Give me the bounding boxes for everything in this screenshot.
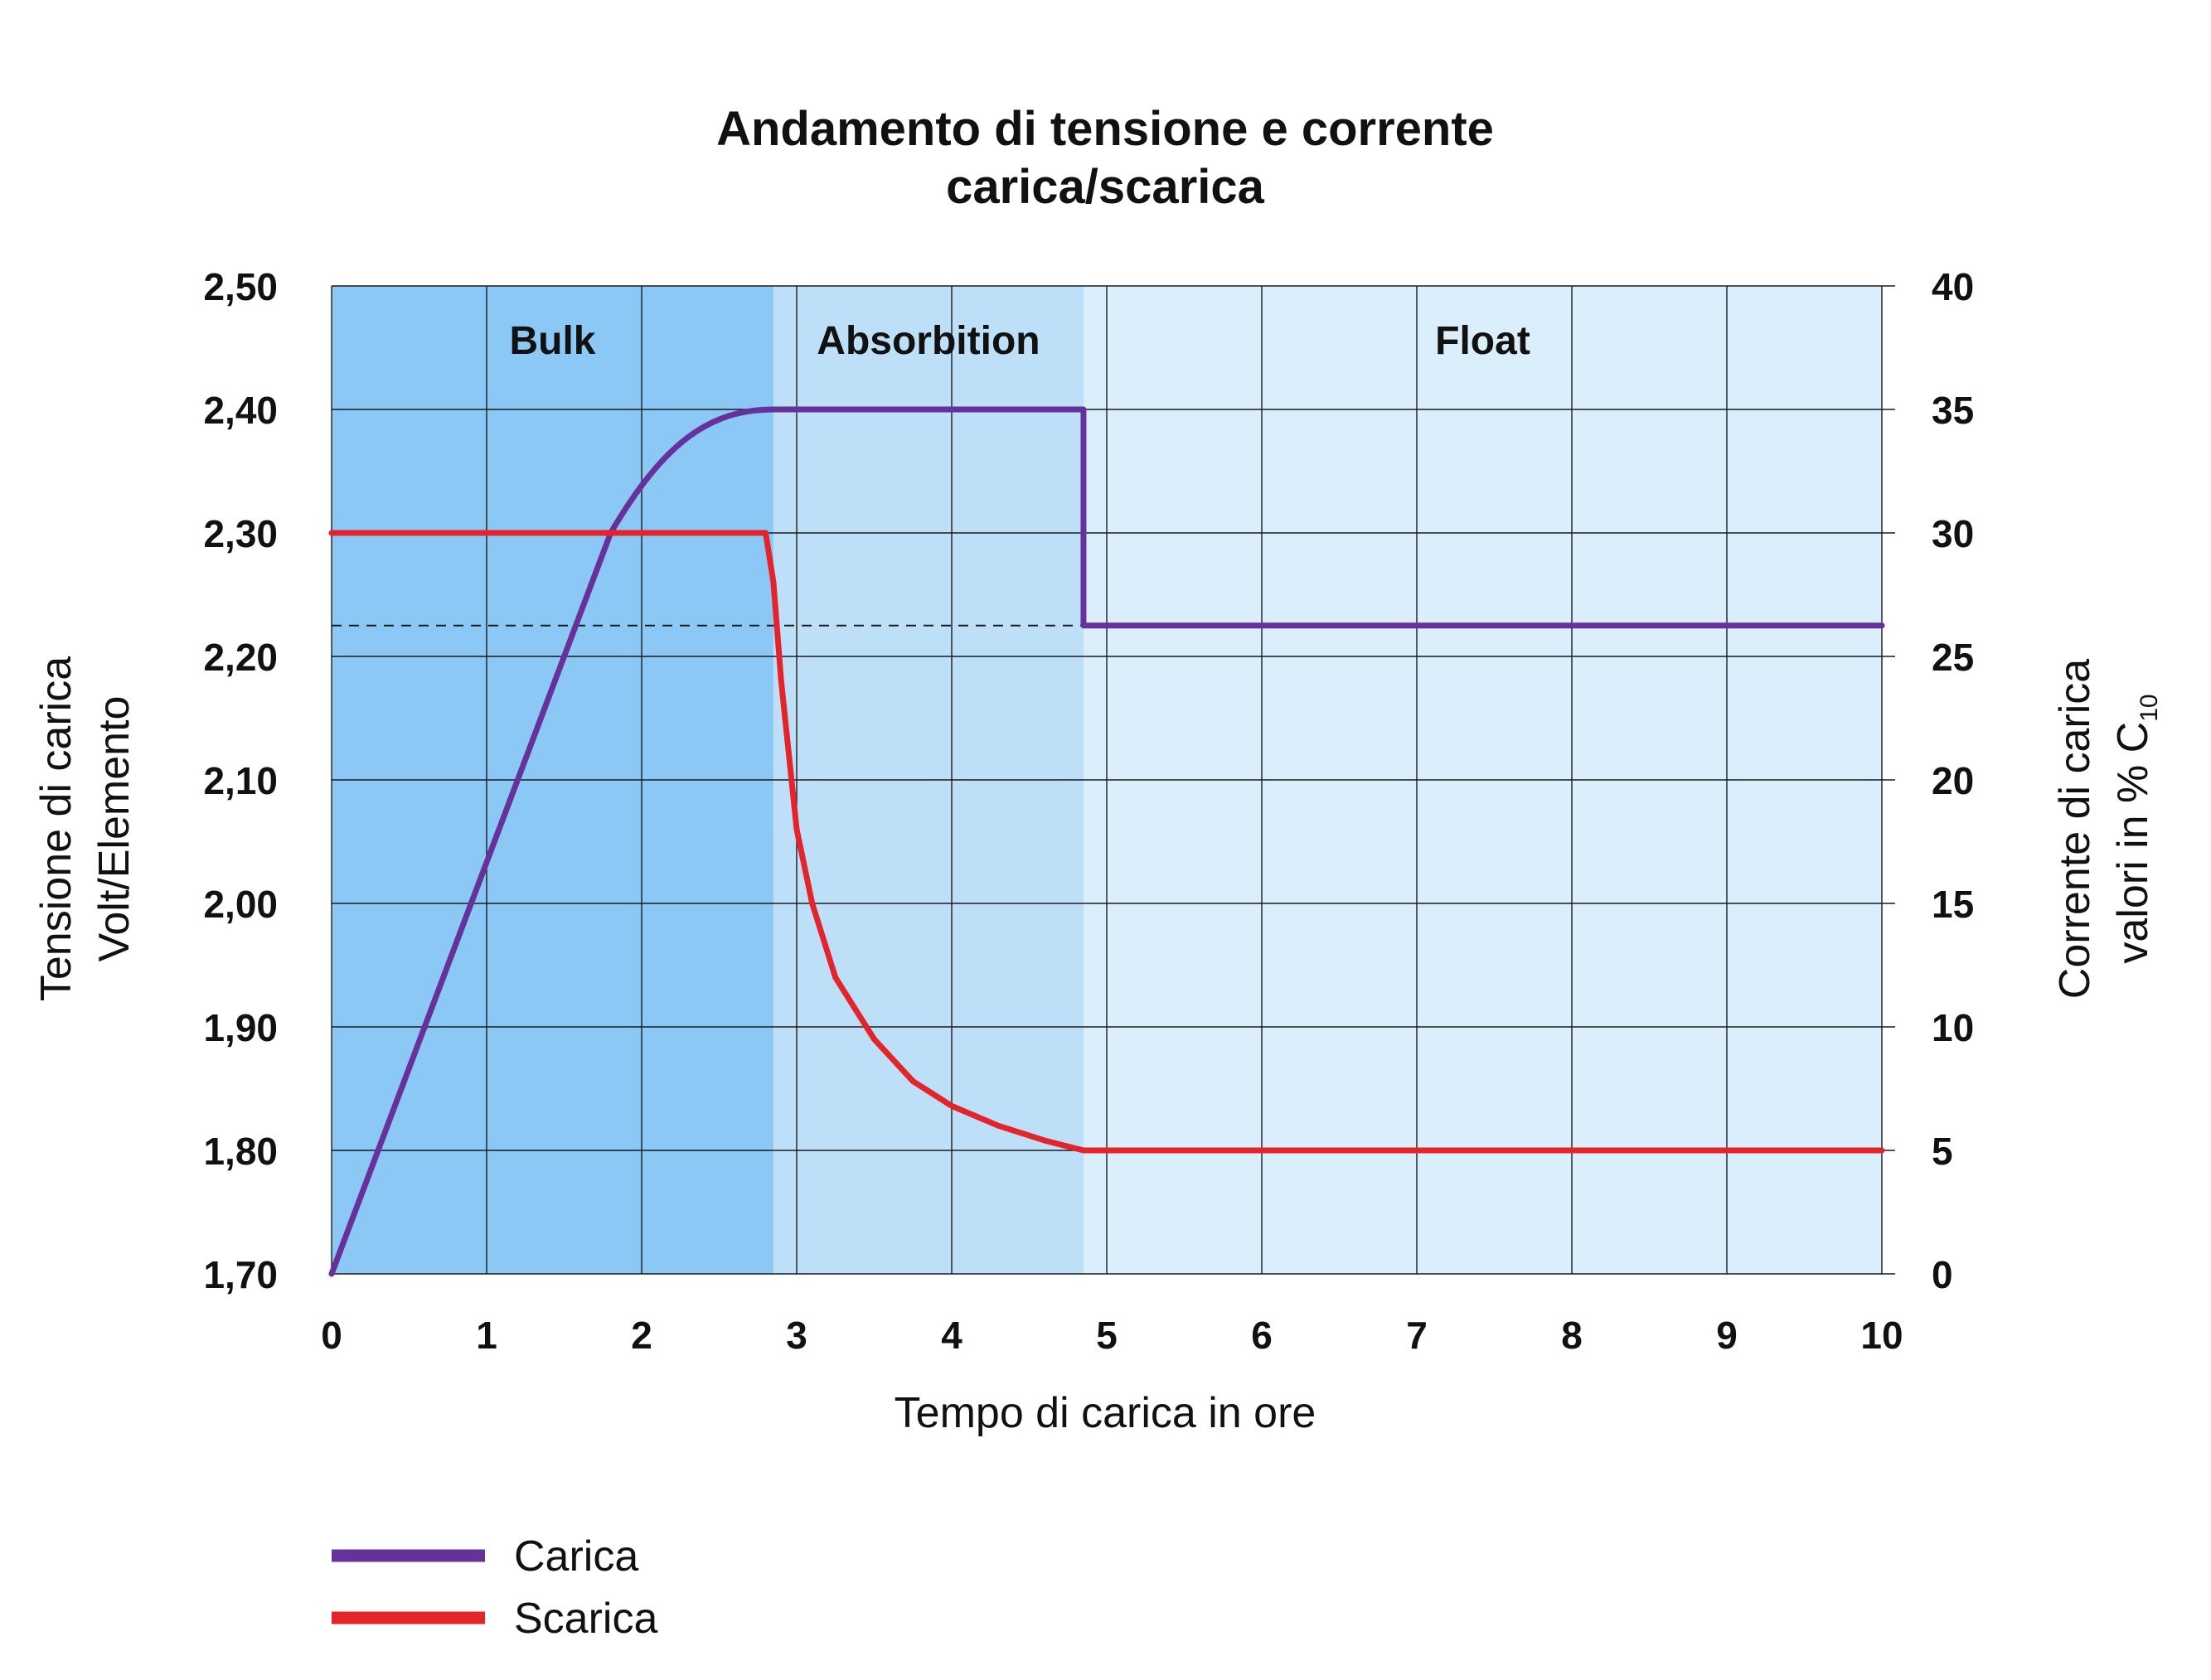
y-left-axis-title: Tensione di carica Volt/Elemento xyxy=(32,656,138,1001)
legend-label-scarica: Scarica xyxy=(514,1595,657,1643)
x-tick-label: 5 xyxy=(1096,1314,1118,1357)
series-line-carica xyxy=(328,406,1885,1277)
y-right-tick-label: 35 xyxy=(1932,389,1974,432)
y-left-tick-label: 2,40 xyxy=(203,389,278,432)
series-line-scarica xyxy=(328,530,1885,1154)
y-left-tick-label: 2,30 xyxy=(203,512,278,555)
y-left-tick-label: 1,80 xyxy=(203,1130,278,1173)
y-right-tick-label: 25 xyxy=(1932,636,1974,679)
y-left-axis-title-line-1: Tensione di carica xyxy=(32,656,80,1001)
y-right-axis-title-subscript: 10 xyxy=(2136,694,2163,721)
x-tick-label: 0 xyxy=(321,1314,342,1357)
zone-labels: Bulk Absorbition Float xyxy=(509,319,1530,363)
y-left-tick-label: 2,20 xyxy=(203,636,278,679)
y-right-axis-title-text: valori in % C xyxy=(2109,722,2157,964)
y-right-tick-label: 15 xyxy=(1932,883,1974,926)
y-right-tick-label: 20 xyxy=(1932,759,1974,802)
y-right-axis-title-line-2: valori in % C10 xyxy=(2109,694,2163,963)
y-left-tick-label: 1,70 xyxy=(203,1253,278,1296)
x-tick-label: 10 xyxy=(1860,1314,1903,1357)
x-tick-label: 4 xyxy=(941,1314,962,1357)
series-lines xyxy=(328,406,1885,1277)
zone-label-float: Float xyxy=(1435,319,1530,363)
x-tick-label: 9 xyxy=(1716,1314,1738,1357)
chart-title-line-2: carica/scarica xyxy=(946,160,1265,214)
zone-label-absorbition: Absorbition xyxy=(817,319,1040,363)
chart-title-line-1: Andamento di tensione e corrente xyxy=(716,102,1494,156)
y-left-axis-title-line-2: Volt/Elemento xyxy=(90,696,138,962)
x-tick-label: 6 xyxy=(1251,1314,1273,1357)
y-right-tick-label: 10 xyxy=(1932,1006,1974,1049)
y-right-tick-label: 0 xyxy=(1932,1253,1953,1296)
y-left-tick-label: 2,50 xyxy=(203,265,278,308)
x-tick-label: 8 xyxy=(1561,1314,1583,1357)
x-tick-label: 1 xyxy=(476,1314,497,1357)
y-right-axis-title-line-1: Corrente di carica xyxy=(2051,659,2099,999)
x-tick-label: 7 xyxy=(1406,1314,1428,1357)
y-right-tick-label: 40 xyxy=(1932,265,1974,308)
y-left-tick-label: 2,10 xyxy=(203,759,278,802)
x-axis-title: Tempo di carica in ore xyxy=(895,1389,1316,1437)
legend: Carica Scarica xyxy=(332,1532,657,1643)
x-tick-label: 2 xyxy=(631,1314,652,1357)
y-right-axis-title: Corrente di carica valori in % C10 xyxy=(2051,659,2163,999)
y-left-tick-label: 2,00 xyxy=(203,883,278,926)
y-right-tick-label: 30 xyxy=(1932,512,1974,555)
x-tick-label: 3 xyxy=(786,1314,807,1357)
y-left-tick-labels: 1,70 1,80 1,90 2,00 2,10 2,20 2,30 2,40 2,50 xyxy=(203,265,278,1296)
legend-label-carica: Carica xyxy=(514,1532,638,1581)
y-right-tick-labels: 0 5 10 15 20 25 30 35 40 xyxy=(1932,265,1974,1296)
y-right-tick-label: 5 xyxy=(1932,1130,1953,1173)
y-left-tick-label: 1,90 xyxy=(203,1006,278,1049)
zone-label-bulk: Bulk xyxy=(509,319,595,363)
x-tick-labels: 0 1 2 3 4 5 6 7 8 9 10 xyxy=(321,1314,1903,1357)
